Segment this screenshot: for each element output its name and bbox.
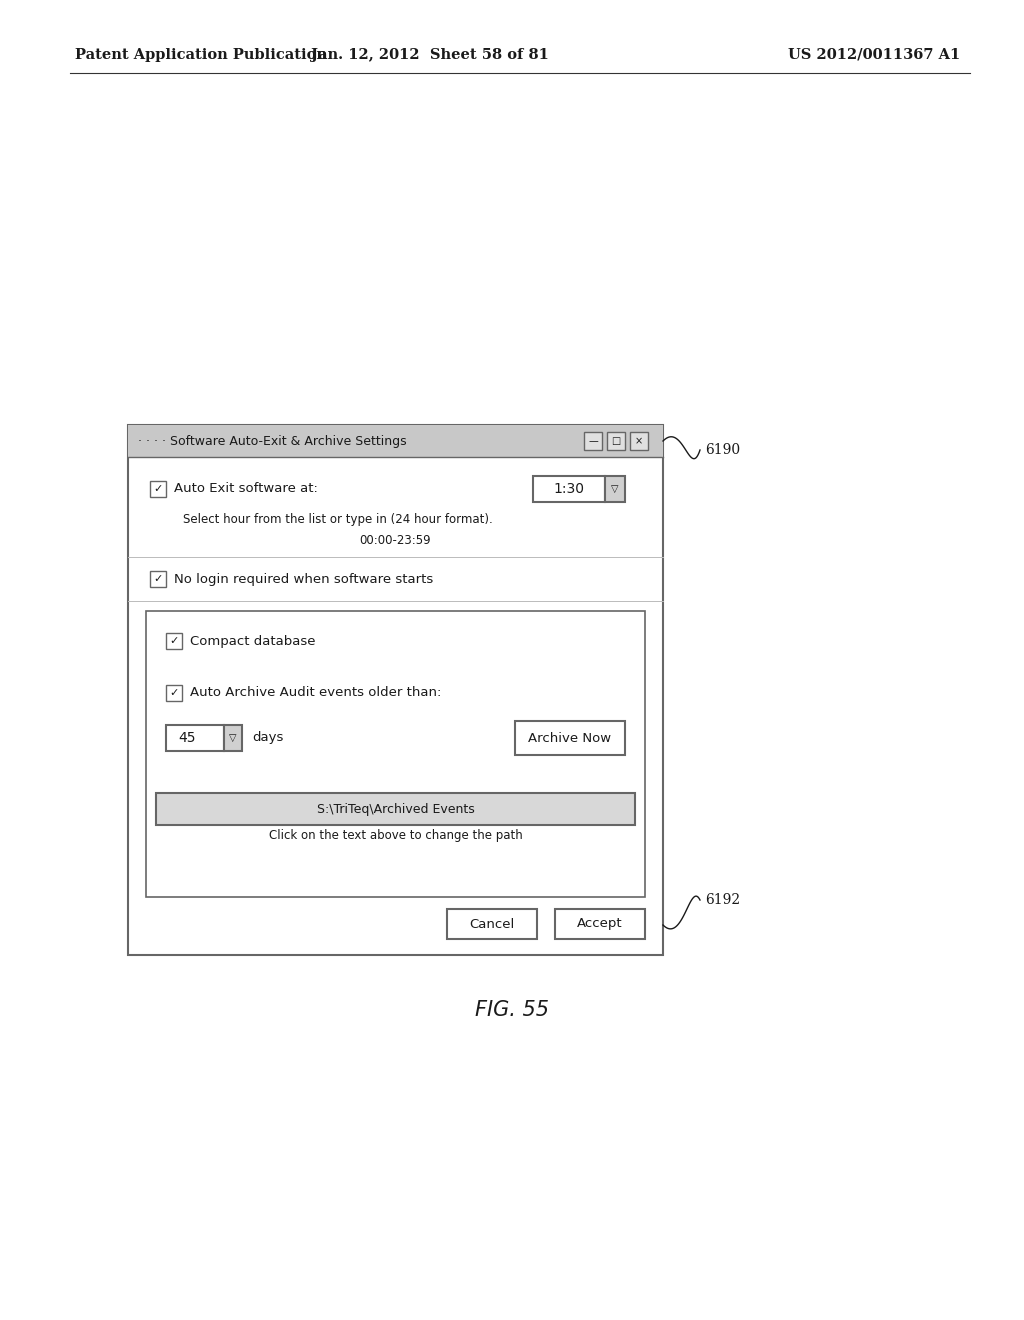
Text: Auto Archive Audit events older than:: Auto Archive Audit events older than: [190,686,441,700]
Bar [128,425,663,954]
Text: ▽: ▽ [611,484,618,494]
Text: US 2012/0011367 A1: US 2012/0011367 A1 [787,48,961,62]
Text: 6192: 6192 [705,894,740,907]
Text: FIG. 55: FIG. 55 [475,1001,549,1020]
Text: ✓: ✓ [154,484,163,494]
Text: Auto Exit software at:: Auto Exit software at: [174,483,317,495]
Text: Archive Now: Archive Now [528,731,611,744]
Text: 6190: 6190 [705,444,740,457]
Text: · · · · Software Auto-Exit & Archive Settings: · · · · Software Auto-Exit & Archive Set… [138,434,407,447]
Bar [128,425,663,457]
Text: 45: 45 [178,731,196,744]
Text: 1:30: 1:30 [554,482,585,496]
Text: S:\TriTeq\Archived Events: S:\TriTeq\Archived Events [316,803,474,816]
Bar [150,480,166,498]
Text: Compact database: Compact database [190,635,315,648]
Bar [555,909,645,939]
Bar [607,432,625,450]
Bar [150,572,166,587]
Text: □: □ [611,436,621,446]
Bar [584,432,602,450]
Text: Accept: Accept [578,917,623,931]
Bar [166,634,182,649]
Bar [515,721,625,755]
Bar [447,909,537,939]
Text: days: days [252,731,284,744]
Text: ✓: ✓ [169,636,178,645]
Text: ×: × [635,436,643,446]
Bar [534,477,605,502]
Bar [605,477,625,502]
Text: Patent Application Publication: Patent Application Publication [75,48,327,62]
Bar [156,793,635,825]
Text: ▽: ▽ [229,733,237,743]
Text: 00:00-23:59: 00:00-23:59 [359,535,431,548]
Bar [224,725,242,751]
Text: Cancel: Cancel [469,917,515,931]
Bar [630,432,648,450]
Bar [166,725,224,751]
Text: Select hour from the list or type in (24 hour format).: Select hour from the list or type in (24… [183,512,493,525]
Bar [146,611,645,898]
Text: ✓: ✓ [154,574,163,583]
Text: Jan. 12, 2012  Sheet 58 of 81: Jan. 12, 2012 Sheet 58 of 81 [311,48,549,62]
Text: No login required when software starts: No login required when software starts [174,573,433,586]
Text: —: — [588,436,598,446]
Text: Click on the text above to change the path: Click on the text above to change the pa… [268,829,522,842]
Bar [166,685,182,701]
Text: ✓: ✓ [169,688,178,698]
